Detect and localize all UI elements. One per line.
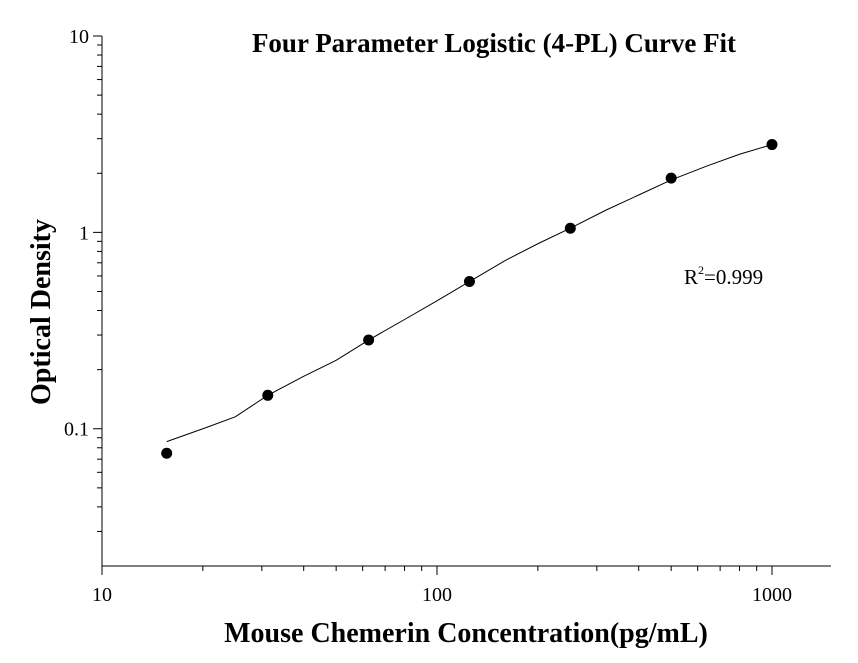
- r-squared-value: =0.999: [704, 265, 763, 289]
- r-squared-base: R: [684, 265, 698, 289]
- x-tick-label: 10: [92, 584, 112, 606]
- data-point: [463, 276, 475, 288]
- x-tick-label: 100: [422, 584, 452, 606]
- fit-curve: [166, 144, 773, 443]
- x-axis-ticks: 10 100 1000: [92, 566, 792, 606]
- data-point: [363, 334, 375, 346]
- data-point: [262, 389, 274, 401]
- data-point: [161, 447, 173, 459]
- x-tick-label: 1000: [752, 584, 792, 606]
- chart-title: Four Parameter Logistic (4-PL) Curve Fit: [252, 28, 736, 58]
- x-axis-label: Mouse Chemerin Concentration(pg/mL): [224, 618, 708, 649]
- plot-frame: [101, 36, 831, 567]
- y-axis-label: Optical Density: [26, 219, 57, 405]
- y-axis-ticks: 0.1 1 10: [64, 26, 102, 532]
- r-squared-annotation: R2=0.999: [684, 263, 763, 289]
- y-tick-label: 0.1: [64, 419, 89, 441]
- r-squared-sup: 2: [698, 263, 704, 277]
- data-point: [564, 222, 576, 234]
- data-point: [665, 172, 677, 184]
- y-tick-label: 1: [79, 222, 89, 244]
- y-tick-label: 10: [69, 26, 89, 48]
- data-point: [766, 139, 778, 151]
- data-points: [161, 139, 778, 459]
